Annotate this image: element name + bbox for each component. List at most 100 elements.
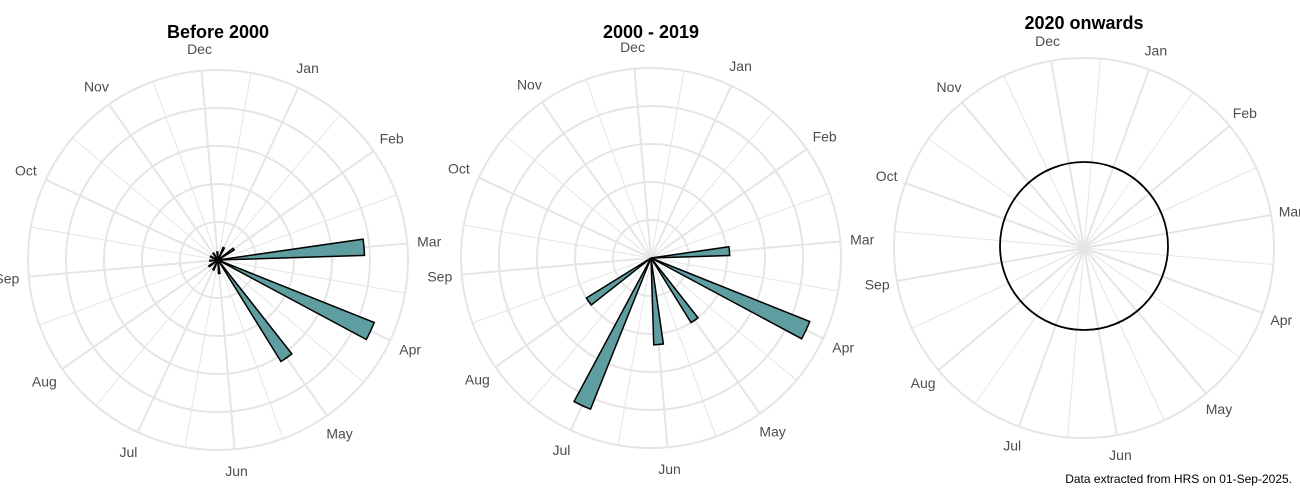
bar-apr — [650, 257, 811, 340]
grid-spoke — [928, 138, 1085, 249]
month-label-mar: Mar — [1279, 204, 1300, 220]
grid-spoke — [1003, 75, 1085, 249]
grid-spoke — [894, 230, 1085, 249]
grid-spoke — [1083, 125, 1231, 249]
grid-spoke — [633, 68, 652, 259]
grid-spoke — [1083, 167, 1257, 249]
grid-spoke — [1018, 247, 1085, 427]
month-label-feb: Feb — [380, 130, 404, 146]
month-label-apr: Apr — [832, 340, 854, 356]
grid-spoke — [217, 194, 397, 261]
month-label-may: May — [1206, 401, 1232, 417]
grid-spoke — [1083, 247, 1118, 436]
grid-spoke — [217, 150, 375, 261]
grid-spoke — [937, 247, 1085, 371]
grid-spoke — [217, 259, 236, 450]
grid-ring — [893, 57, 1275, 439]
grid-spoke — [961, 101, 1085, 249]
grid-spoke — [1083, 69, 1150, 249]
month-label-dec: Dec — [620, 39, 645, 55]
grid-spoke — [463, 224, 652, 259]
data-source-caption: Data extracted from HRS on 01-Sep-2025. — [1065, 472, 1292, 486]
grid-spoke — [541, 101, 652, 259]
grid-spoke — [1083, 247, 1165, 421]
grid-ring — [103, 145, 333, 375]
grid-ring — [574, 181, 728, 335]
rose-bars — [207, 238, 376, 363]
grid-spoke — [650, 257, 797, 381]
grid-spoke — [617, 257, 652, 446]
bar-may — [650, 257, 700, 324]
bar-sep — [209, 259, 219, 263]
grid-spoke — [650, 192, 830, 259]
panel-title: 2000 - 2019 — [603, 22, 699, 42]
bar-dec — [215, 251, 219, 261]
grid-ring — [27, 69, 409, 451]
month-label-sep: Sep — [865, 276, 890, 292]
bar-nov — [211, 252, 219, 261]
grid-spoke — [152, 81, 219, 261]
grid-spoke — [1066, 247, 1085, 438]
grid-spoke — [911, 247, 1085, 329]
grid-spoke — [650, 85, 733, 259]
grid-ring — [460, 67, 842, 449]
month-label-dec: Dec — [1035, 33, 1060, 49]
grid-spoke — [461, 257, 652, 276]
month-label-sep: Sep — [427, 268, 452, 284]
grid-spoke — [108, 103, 219, 261]
bar-mar — [650, 245, 731, 259]
grid-spoke — [1083, 247, 1240, 358]
uniform-ring — [999, 161, 1169, 331]
grid-ring — [612, 219, 690, 297]
month-label-jan: Jan — [296, 60, 319, 76]
grid-ring — [179, 221, 257, 299]
panel-2: 2000 - 2019 Jan Feb Mar Apr May Jun Jul Aug Sep Oc… — [427, 22, 874, 477]
grid-spoke — [1050, 60, 1085, 249]
grid-spoke — [28, 259, 219, 278]
grid-spoke — [217, 259, 406, 294]
grid-spoke — [217, 72, 252, 261]
grid-ring — [65, 107, 371, 413]
rose-bars — [999, 161, 1169, 331]
bar-jul — [211, 259, 219, 272]
bar-mar — [217, 238, 366, 261]
grid-spoke — [95, 259, 219, 406]
grid-spoke — [136, 259, 219, 433]
grid-spoke — [1083, 92, 1194, 249]
month-label-jan: Jan — [729, 58, 752, 74]
grid-spoke — [478, 176, 652, 259]
month-label-jun: Jun — [658, 461, 681, 477]
polar-grid — [893, 57, 1275, 439]
grid-spoke — [650, 112, 774, 259]
bar-feb — [217, 247, 236, 261]
month-label-mar: Mar — [417, 234, 441, 250]
grid-spoke — [1083, 247, 1263, 314]
month-label-sep: Sep — [0, 270, 19, 286]
month-label-jul: Jul — [552, 442, 570, 458]
grid-spoke — [1083, 214, 1272, 249]
panel-title: 2020 onwards — [1024, 13, 1143, 33]
month-label-oct: Oct — [448, 160, 470, 176]
month-label-jan: Jan — [1145, 43, 1168, 59]
grid-spoke — [905, 182, 1085, 249]
grid-spoke — [472, 257, 652, 324]
month-label-jun: Jun — [225, 463, 248, 479]
bar-jun — [650, 257, 665, 346]
month-label-jul: Jul — [119, 444, 137, 460]
grid-spoke — [72, 137, 219, 261]
month-label-nov: Nov — [517, 76, 542, 92]
polar-grid — [27, 69, 409, 451]
grid-ring — [141, 183, 295, 337]
bar-aug — [207, 259, 219, 268]
month-label-nov: Nov — [937, 79, 962, 95]
panel-1: Before 2000 Jan Feb Mar Apr May Jun Jul Aug Sep Oc… — [0, 22, 442, 479]
grid-spoke — [200, 70, 219, 261]
month-label-aug: Aug — [32, 374, 57, 390]
month-label-aug: Aug — [465, 372, 490, 388]
bar-jan — [217, 246, 226, 261]
grid-spoke — [184, 259, 219, 448]
month-label-may: May — [759, 424, 785, 440]
bar-jun — [217, 259, 221, 275]
month-label-oct: Oct — [15, 162, 37, 178]
